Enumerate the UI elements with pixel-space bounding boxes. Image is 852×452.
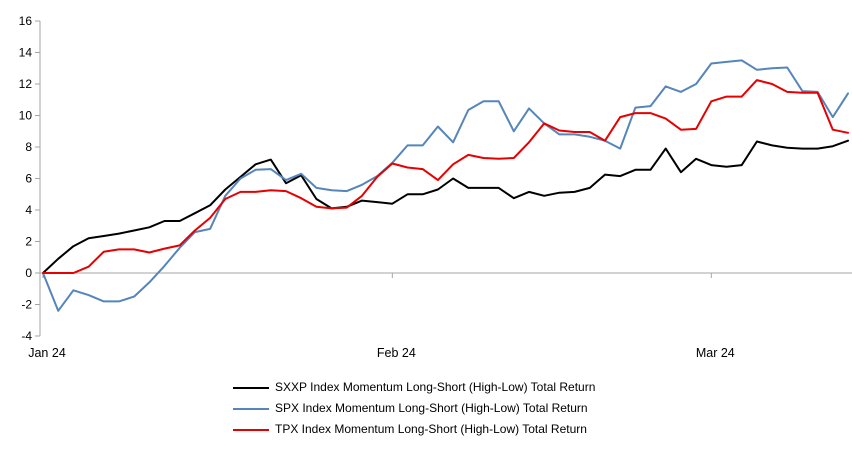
series-line-sxxp <box>42 139 849 274</box>
y-tick-label: -4 <box>21 329 32 343</box>
legend-label-spx: SPX Index Momentum Long-Short (High-Low)… <box>275 401 588 415</box>
y-tick-label: 8 <box>25 140 32 154</box>
legend-label-sxxp: SXXP Index Momentum Long-Short (High-Low… <box>275 380 596 394</box>
series-line-tpx <box>42 79 849 274</box>
series-line-spx <box>42 59 849 312</box>
y-tick-label: 12 <box>19 77 33 91</box>
legend-item-tpx: TPX Index Momentum Long-Short (High-Low)… <box>233 419 595 440</box>
x-tick-label: Jan 24 <box>28 346 66 360</box>
y-tick-label: 2 <box>25 235 32 249</box>
legend: SXXP Index Momentum Long-Short (High-Low… <box>233 377 595 440</box>
legend-swatch-sxxp <box>233 386 269 389</box>
legend-label-tpx: TPX Index Momentum Long-Short (High-Low)… <box>275 422 587 436</box>
y-tick-label: 6 <box>25 172 32 186</box>
legend-item-sxxp: SXXP Index Momentum Long-Short (High-Low… <box>233 377 595 398</box>
y-tick-label: -2 <box>21 298 32 312</box>
y-tick-label: 4 <box>25 203 32 217</box>
y-tick-label: 16 <box>19 14 33 28</box>
chart-svg: 16 14 12 10 8 6 4 2 0 -2 -4 Jan 24 Feb 24 Mar 24 <box>19 14 852 360</box>
y-tick-label: 10 <box>19 109 33 123</box>
legend-swatch-spx <box>233 407 269 410</box>
y-tick-label: 14 <box>19 46 33 60</box>
x-tick-label: Feb 24 <box>377 346 416 360</box>
legend-item-spx: SPX Index Momentum Long-Short (High-Low)… <box>233 398 595 419</box>
x-tick-label: Mar 24 <box>696 346 735 360</box>
y-tick-label: 0 <box>25 266 32 280</box>
legend-swatch-tpx <box>233 428 269 431</box>
